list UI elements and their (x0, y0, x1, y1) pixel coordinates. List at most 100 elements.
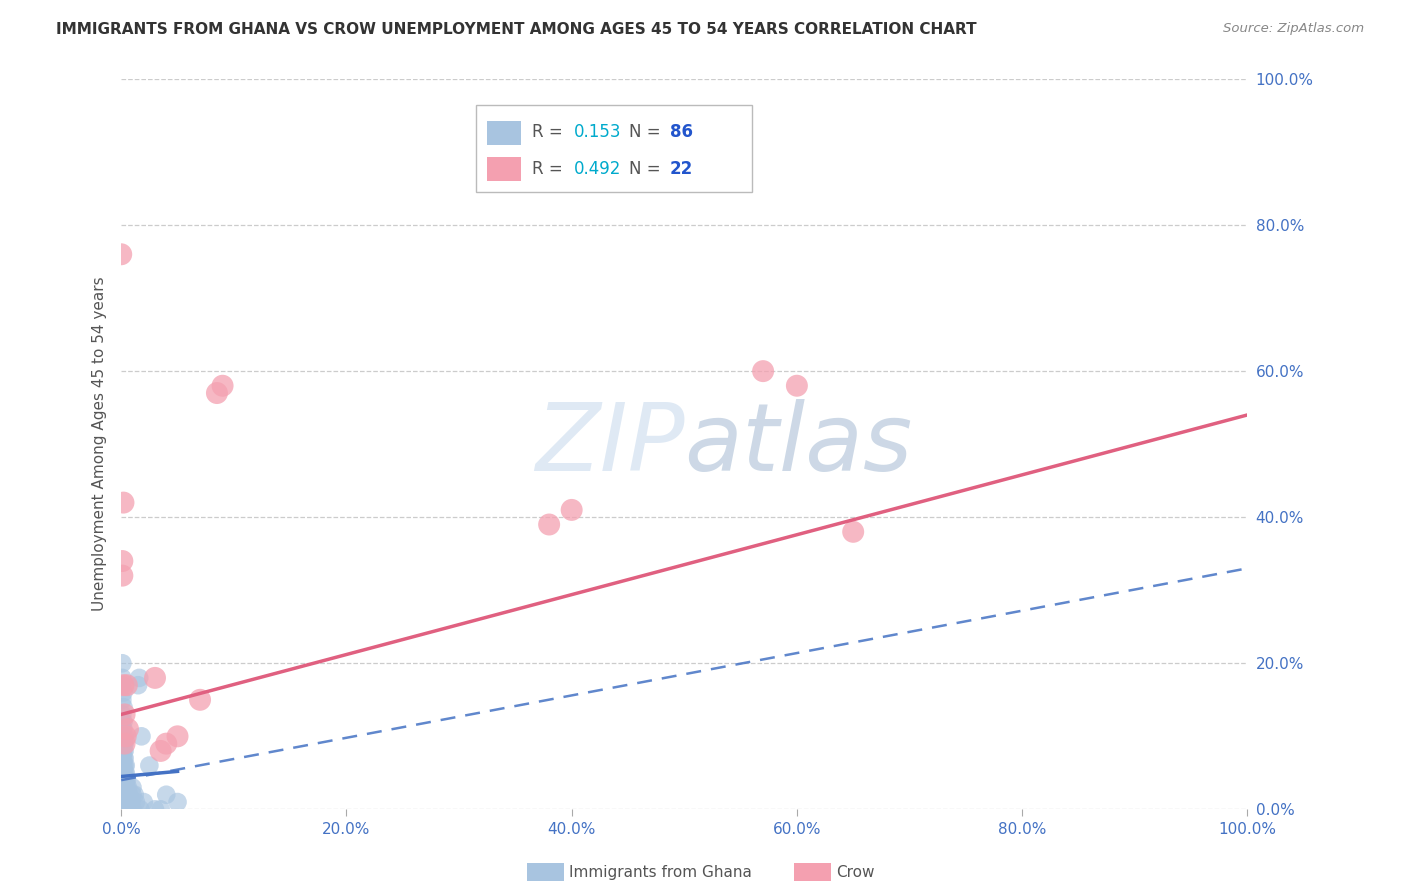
Point (114, 751, 136, 765)
Point (110, 744, 132, 758)
Point (112, 744, 135, 758)
Point (114, 773, 136, 788)
Point (114, 788, 136, 802)
Text: 0.492: 0.492 (574, 160, 621, 178)
Point (111, 729, 134, 743)
Point (111, 780, 134, 795)
Point (211, 378, 233, 392)
Text: Crow: Crow (837, 865, 875, 880)
Point (149, 802, 172, 816)
Point (111, 737, 134, 751)
Point (110, 802, 132, 816)
Point (114, 758, 136, 772)
FancyBboxPatch shape (488, 120, 522, 145)
Point (111, 722, 134, 736)
Point (112, 802, 135, 816)
Point (111, 751, 134, 765)
Point (110, 714, 132, 729)
Point (155, 788, 177, 802)
Point (110, 765, 132, 780)
Text: Source: ZipAtlas.com: Source: ZipAtlas.com (1223, 22, 1364, 36)
Point (149, 744, 172, 758)
Text: 22: 22 (669, 160, 693, 178)
Point (112, 765, 135, 780)
Point (112, 788, 135, 802)
Point (110, 788, 132, 802)
Point (115, 780, 138, 795)
Point (117, 722, 139, 736)
Point (111, 758, 134, 772)
Point (125, 795, 148, 809)
FancyBboxPatch shape (477, 104, 752, 192)
Point (752, 364, 775, 378)
Point (114, 758, 136, 772)
Point (118, 788, 141, 802)
Text: N =: N = (628, 123, 666, 141)
Point (114, 795, 136, 809)
Point (114, 780, 136, 795)
Point (131, 729, 153, 743)
Point (112, 795, 135, 809)
Point (114, 780, 136, 795)
Text: 86: 86 (669, 123, 693, 141)
Point (111, 788, 134, 802)
Point (114, 802, 136, 816)
Point (110, 247, 132, 261)
Point (112, 700, 135, 714)
Text: 0.153: 0.153 (574, 123, 621, 141)
Point (166, 729, 188, 743)
Point (111, 568, 134, 582)
Point (112, 780, 135, 795)
Point (132, 795, 155, 809)
Point (129, 802, 152, 816)
Point (124, 788, 146, 802)
Point (121, 780, 143, 795)
Point (118, 795, 141, 809)
Point (114, 765, 136, 780)
Point (111, 802, 134, 816)
Point (110, 780, 132, 795)
Text: Immigrants from Ghana: Immigrants from Ghana (569, 865, 752, 880)
Point (111, 744, 134, 758)
Point (115, 802, 138, 816)
Point (112, 722, 135, 736)
Point (112, 737, 135, 751)
Point (112, 758, 135, 772)
Point (112, 685, 135, 699)
Point (111, 693, 134, 707)
Point (120, 795, 142, 809)
Point (117, 795, 139, 809)
Point (114, 737, 136, 751)
Point (114, 795, 136, 809)
Point (114, 729, 136, 743)
Point (114, 729, 136, 743)
Point (121, 788, 143, 802)
Point (561, 503, 583, 517)
Text: IMMIGRANTS FROM GHANA VS CROW UNEMPLOYMENT AMONG AGES 45 TO 54 YEARS CORRELATION: IMMIGRANTS FROM GHANA VS CROW UNEMPLOYME… (56, 22, 977, 37)
Point (114, 737, 136, 751)
Point (114, 744, 136, 758)
Point (128, 671, 150, 685)
Y-axis label: Unemployment Among Ages 45 to 54 years: Unemployment Among Ages 45 to 54 years (93, 277, 107, 612)
Point (112, 495, 135, 509)
Point (111, 765, 134, 780)
Point (112, 714, 135, 729)
Point (111, 678, 134, 692)
Point (121, 802, 143, 816)
Point (111, 707, 134, 722)
Point (842, 524, 865, 539)
Point (138, 758, 160, 772)
Point (114, 707, 136, 722)
Point (112, 729, 135, 743)
Point (112, 678, 135, 692)
Point (111, 554, 134, 568)
Text: ZIP: ZIP (534, 399, 685, 490)
Point (114, 788, 136, 802)
Text: N =: N = (628, 160, 666, 178)
Point (111, 671, 134, 685)
Point (538, 517, 561, 532)
Point (117, 780, 139, 795)
Point (115, 773, 138, 788)
FancyBboxPatch shape (488, 157, 522, 181)
Point (155, 737, 177, 751)
